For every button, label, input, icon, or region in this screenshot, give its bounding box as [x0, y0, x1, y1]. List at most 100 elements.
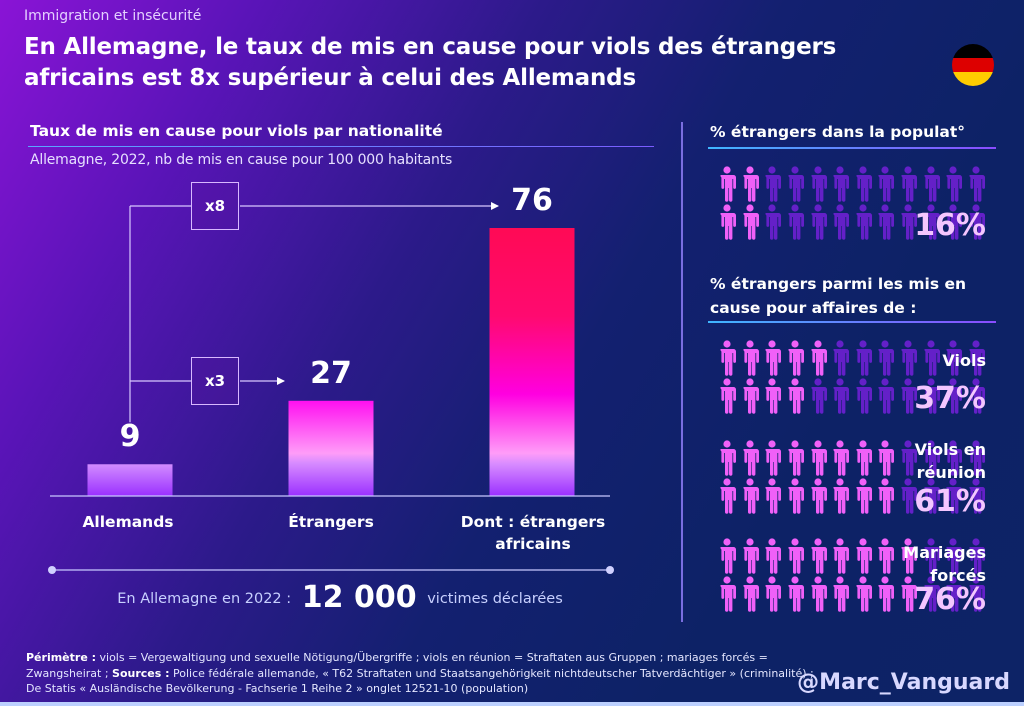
- range-dot-left: [48, 566, 56, 574]
- person-icon: [761, 166, 784, 204]
- person-icon-highlighted: [874, 478, 897, 516]
- bar-0: [87, 464, 173, 496]
- chart-title-underline: [28, 146, 654, 147]
- person-icon: [965, 166, 988, 204]
- flag-stripe-gold: [952, 72, 994, 86]
- person-icon-highlighted: [716, 478, 739, 516]
- person-icon: [942, 538, 965, 576]
- person-icon: [874, 166, 897, 204]
- mariages-forces-icon-grid: [716, 538, 988, 614]
- person-icon-highlighted: [784, 478, 807, 516]
- person-icon: [919, 576, 942, 614]
- offenders-heading: % étrangers parmi les mis en cause pour …: [710, 275, 966, 317]
- person-icon: [897, 378, 920, 416]
- population-heading-underline: [708, 147, 996, 149]
- icon-row: [716, 576, 988, 614]
- person-icon: [784, 166, 807, 204]
- person-icon-highlighted: [874, 576, 897, 614]
- flag-stripe-black: [952, 44, 994, 58]
- person-icon: [919, 440, 942, 478]
- person-icon: [806, 166, 829, 204]
- person-icon: [919, 538, 942, 576]
- person-icon: [942, 378, 965, 416]
- person-icon-highlighted: [874, 440, 897, 478]
- viols-reunion-pct: 61%: [914, 484, 986, 519]
- viols-reunion-icon-grid: [716, 440, 988, 516]
- person-icon-highlighted: [739, 440, 762, 478]
- sources-text: Police fédérale allemande, « T62 Strafta…: [26, 666, 814, 696]
- icon-row: [716, 440, 988, 478]
- viols-label: Viols: [942, 351, 986, 370]
- multiplier-box-x8: x8: [191, 182, 239, 230]
- victims-number: 12 000: [301, 580, 417, 615]
- person-icon: [919, 340, 942, 378]
- person-icon: [965, 440, 988, 478]
- person-icon-highlighted: [806, 478, 829, 516]
- person-icon-highlighted: [716, 538, 739, 576]
- person-icon-highlighted: [829, 478, 852, 516]
- value-label: 27: [310, 355, 352, 391]
- person-icon-highlighted: [784, 378, 807, 416]
- person-icon-highlighted: [739, 538, 762, 576]
- person-icon: [919, 478, 942, 516]
- person-icon-highlighted: [784, 340, 807, 378]
- person-icon: [829, 166, 852, 204]
- person-icon-highlighted: [806, 576, 829, 614]
- author-handle: @Marc_Vanguard: [797, 670, 1010, 695]
- person-icon-highlighted: [852, 576, 875, 614]
- person-icon: [942, 340, 965, 378]
- person-icon-highlighted: [897, 538, 920, 576]
- bar-1: [288, 400, 374, 496]
- person-icon: [852, 340, 875, 378]
- bar-2: [489, 228, 575, 496]
- multiplier-box-x3: x3: [191, 357, 239, 405]
- person-icon-highlighted: [739, 340, 762, 378]
- person-icon: [829, 340, 852, 378]
- germany-flag-icon: [952, 44, 994, 86]
- person-icon: [942, 576, 965, 614]
- person-icon: [897, 204, 920, 242]
- category-label: Étrangers: [288, 513, 374, 531]
- victims-suffix: victimes déclarées: [427, 591, 563, 607]
- person-icon: [965, 340, 988, 378]
- person-icon-highlighted: [784, 440, 807, 478]
- category-label: Dont : étrangers africains: [460, 513, 606, 553]
- icon-row: [716, 538, 988, 576]
- population-icon-grid: [716, 166, 988, 242]
- person-icon: [897, 440, 920, 478]
- footer-sources: Périmètre : viols = Vergewaltigung und s…: [26, 650, 816, 697]
- category-label: Allemands: [82, 513, 174, 531]
- person-icon-highlighted: [716, 440, 739, 478]
- person-icon-highlighted: [761, 478, 784, 516]
- person-icon: [806, 204, 829, 242]
- person-icon: [852, 204, 875, 242]
- population-heading: % étrangers dans la populat°: [710, 123, 966, 141]
- person-icon-highlighted: [761, 576, 784, 614]
- person-icon: [965, 576, 988, 614]
- viols-pct: 37%: [914, 381, 986, 416]
- person-icon-highlighted: [852, 440, 875, 478]
- person-icon: [919, 204, 942, 242]
- offenders-heading-underline: [708, 321, 996, 323]
- person-icon: [942, 204, 965, 242]
- person-icon: [919, 166, 942, 204]
- person-icon: [942, 166, 965, 204]
- mariages-forces-label: Mariages forcés: [903, 543, 986, 585]
- victims-prefix: En Allemagne en 2022 :: [117, 591, 292, 607]
- person-icon: [897, 340, 920, 378]
- person-icon: [806, 378, 829, 416]
- person-icon: [942, 478, 965, 516]
- perimetre-label: Périmètre :: [26, 651, 97, 664]
- person-icon: [874, 340, 897, 378]
- person-icon: [852, 166, 875, 204]
- person-icon-highlighted: [716, 204, 739, 242]
- person-icon-highlighted: [897, 576, 920, 614]
- page-title: En Allemagne, le taux de mis en cause po…: [24, 34, 837, 91]
- person-icon-highlighted: [761, 378, 784, 416]
- person-icon-highlighted: [829, 440, 852, 478]
- person-icon: [874, 378, 897, 416]
- person-icon: [784, 204, 807, 242]
- person-icon-highlighted: [806, 538, 829, 576]
- person-icon: [829, 378, 852, 416]
- chart-title: Taux de mis en cause pour viols par nati…: [30, 122, 443, 140]
